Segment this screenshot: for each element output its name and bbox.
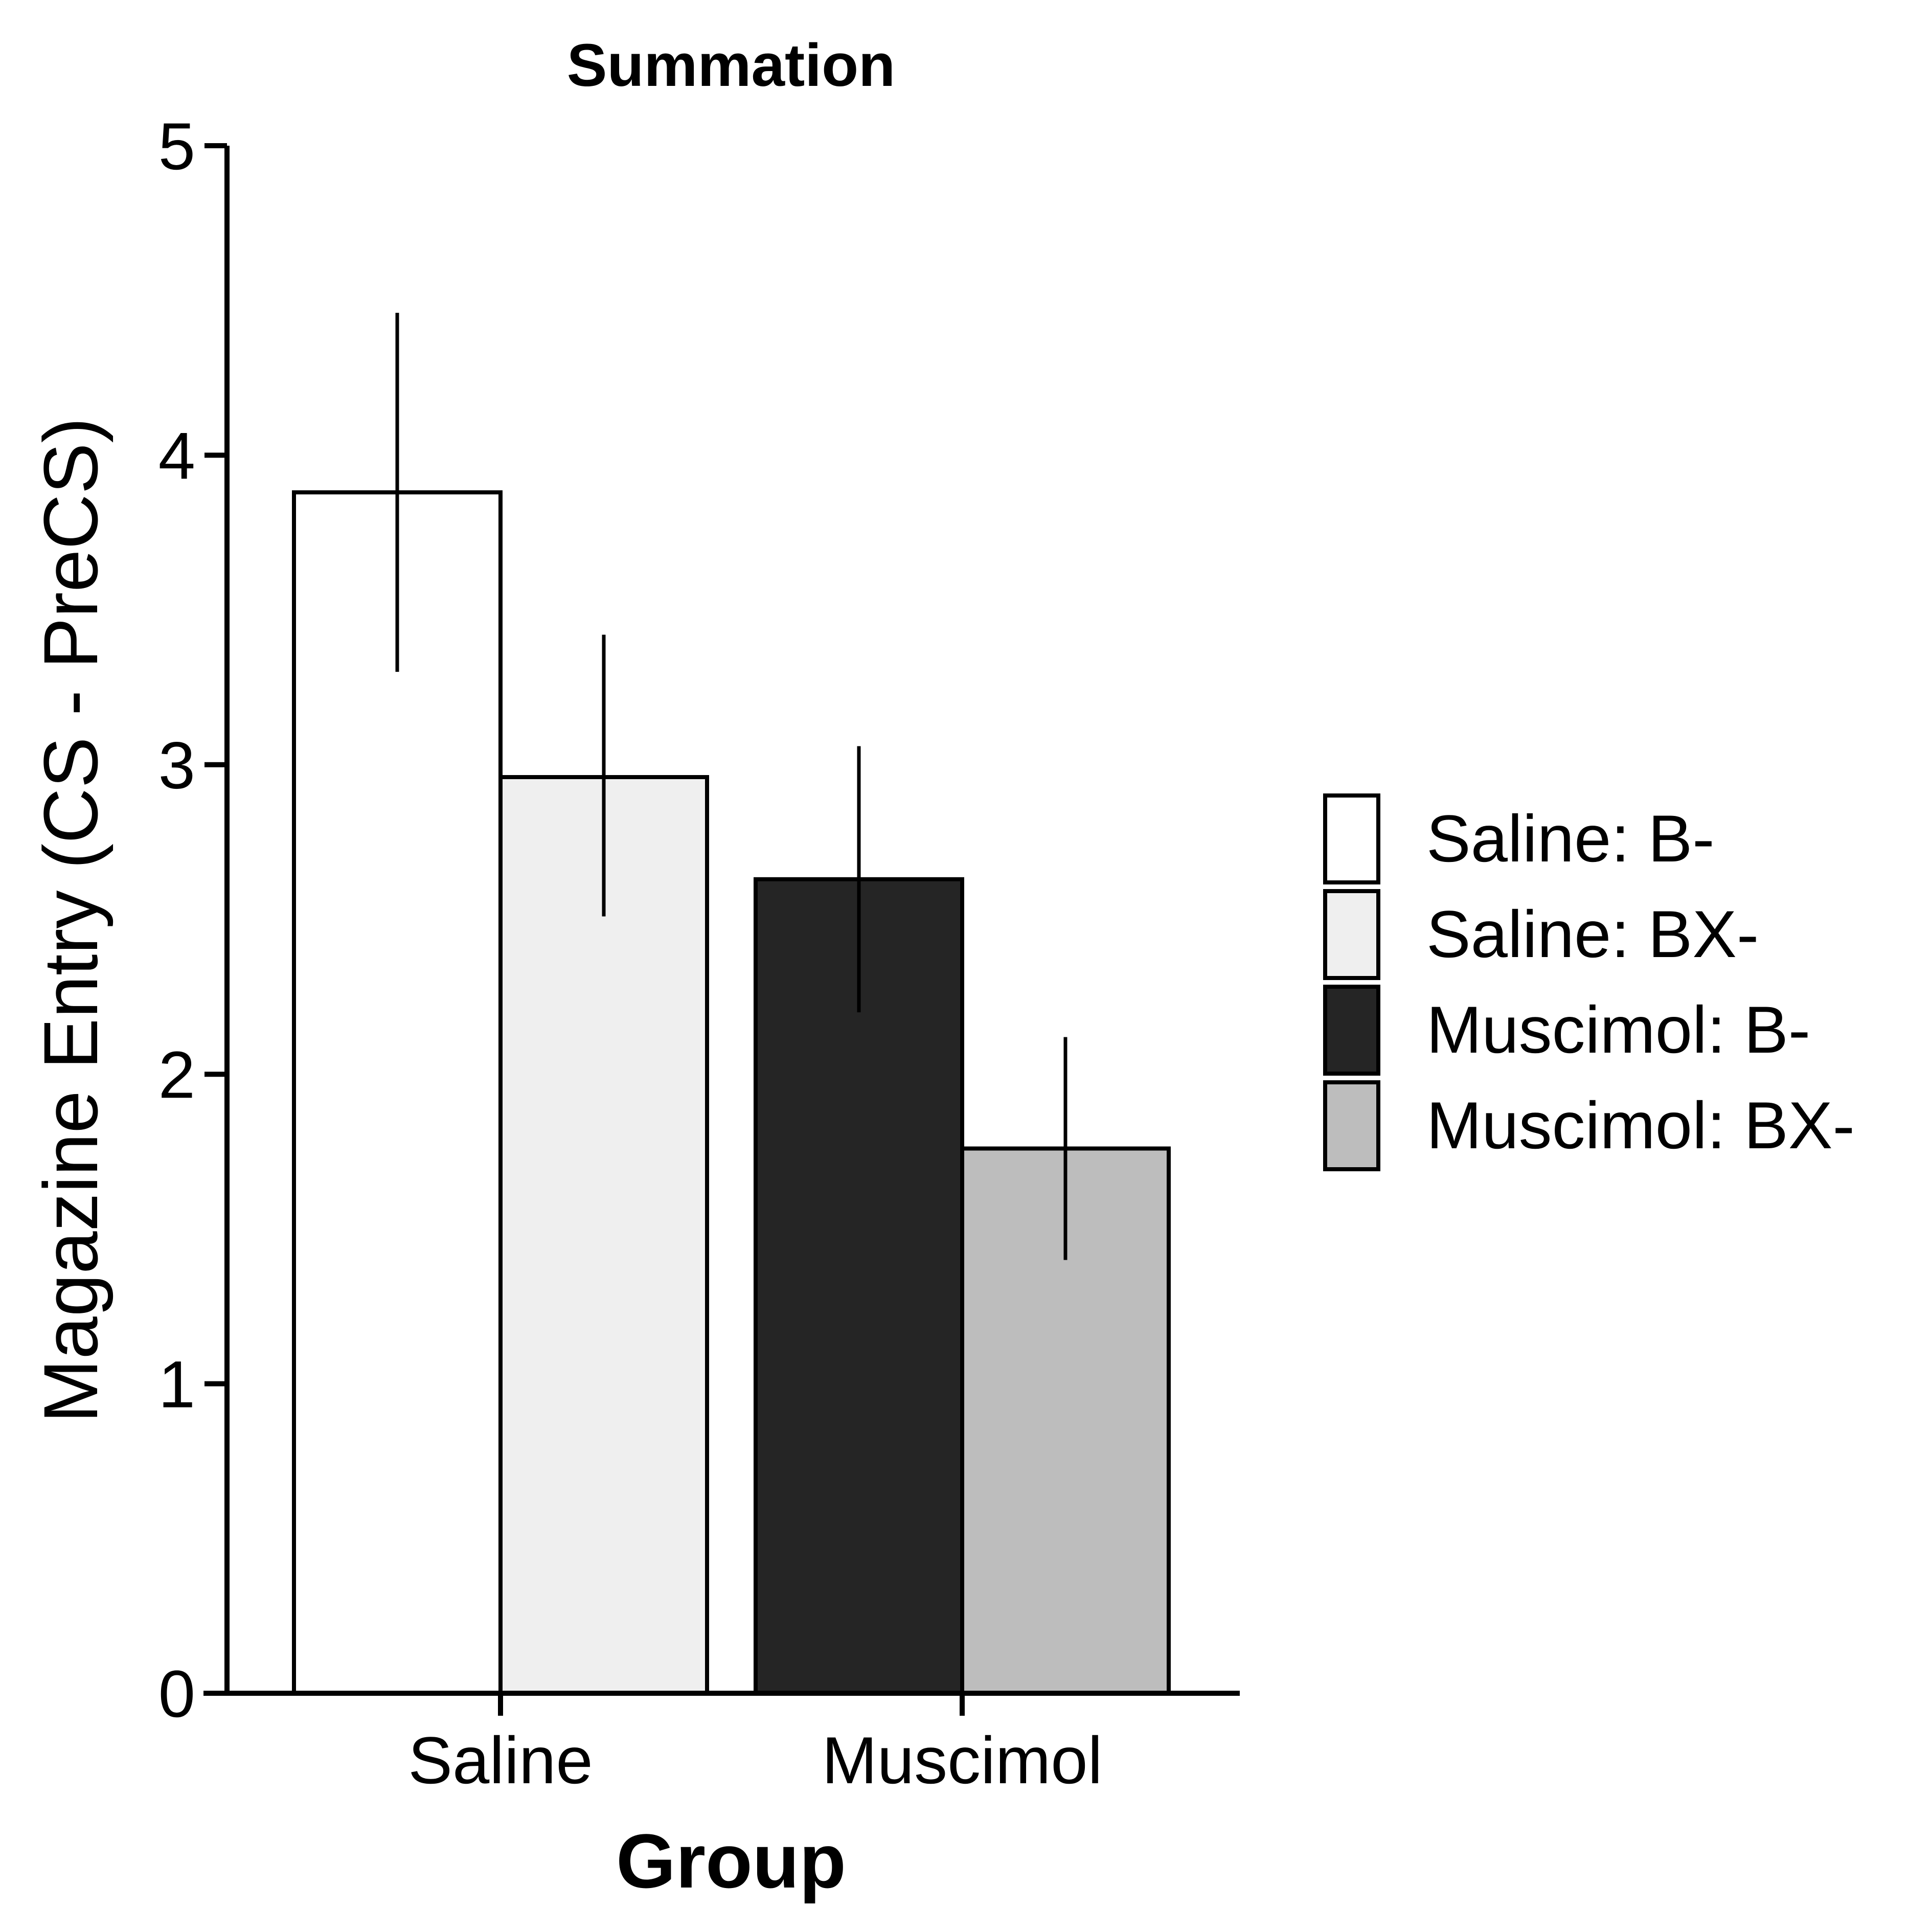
bar-muscimol-b: [754, 877, 964, 1695]
legend-label-2: Muscimol: B-: [1426, 992, 1810, 1067]
legend-label-0: Saline: B-: [1426, 801, 1715, 876]
y-tick-label-4: 4: [158, 418, 195, 493]
y-tick-label-3: 3: [158, 728, 195, 803]
legend-label-3: Muscimol: BX-: [1426, 1088, 1855, 1163]
x-tick-label-saline: Saline: [408, 1723, 593, 1798]
legend-label-1: Saline: BX-: [1426, 897, 1759, 971]
bar-saline-bx: [498, 775, 709, 1695]
y-axis: 0 1 2 3 4 5: [158, 109, 230, 1731]
error-bars-group: [395, 312, 1067, 1260]
y-tick-label-2: 2: [158, 1037, 195, 1112]
legend-key-1: [1323, 889, 1380, 980]
y-axis-label: Magazine Entry (CS - PreCS): [28, 417, 113, 1423]
y-tick-label-1: 1: [158, 1347, 195, 1422]
legend: Saline: B- Saline: BX- Muscimol: B- Muscimo…: [1323, 793, 1855, 1171]
legend-key-2: [1323, 985, 1380, 1076]
bars-group: [292, 490, 1171, 1696]
legend-key-0: [1323, 793, 1380, 884]
bar-saline-b: [292, 490, 503, 1695]
x-axis: Saline Muscimol: [203, 1691, 1240, 1798]
chart-title: Summation: [567, 32, 896, 99]
y-tick-label-5: 5: [158, 109, 195, 184]
legend-key-3: [1323, 1080, 1380, 1171]
x-tick-label-muscimol: Muscimol: [822, 1723, 1103, 1798]
x-axis-label: Group: [616, 1818, 846, 1904]
y-tick-label-0: 0: [158, 1656, 195, 1731]
